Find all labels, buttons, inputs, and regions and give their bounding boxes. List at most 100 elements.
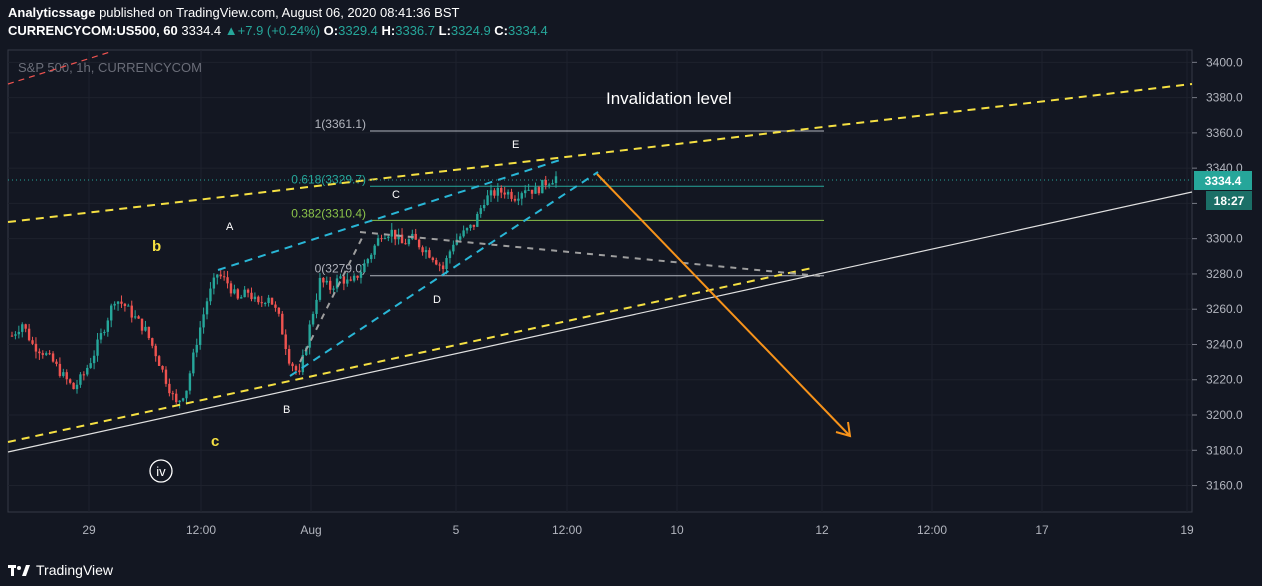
candle-body[interactable] [236, 289, 240, 299]
candle-body[interactable] [547, 184, 551, 186]
candle-body[interactable] [243, 289, 246, 298]
candle-body[interactable] [68, 379, 72, 383]
candle-body[interactable] [233, 289, 236, 294]
fib-level-label[interactable]: 0(3279.0) [315, 262, 366, 276]
candle-body[interactable] [260, 302, 263, 304]
candle-body[interactable] [45, 353, 48, 355]
candle-body[interactable] [240, 297, 243, 299]
candle-body[interactable] [489, 190, 493, 196]
candle-body[interactable] [400, 234, 404, 244]
candle-body[interactable] [517, 198, 520, 201]
candle-body[interactable] [298, 370, 301, 373]
candle-body[interactable] [404, 243, 407, 245]
invalidation-label[interactable]: Invalidation level [606, 89, 732, 108]
projection-dash-line[interactable] [359, 231, 821, 277]
candle-body[interactable] [435, 260, 438, 265]
candle-body[interactable] [72, 382, 75, 390]
candle-body[interactable] [308, 324, 311, 348]
candle-body[interactable] [123, 303, 127, 307]
candle-body[interactable] [212, 277, 216, 289]
candle-body[interactable] [486, 195, 489, 205]
candle-body[interactable] [465, 228, 469, 231]
candle-body[interactable] [270, 297, 274, 305]
lower-channel-line[interactable] [7, 267, 813, 443]
candle-body[interactable] [441, 265, 445, 270]
candle-body[interactable] [24, 324, 27, 329]
candle-body[interactable] [106, 320, 109, 332]
candle-body[interactable] [407, 239, 411, 245]
candle-body[interactable] [51, 353, 55, 362]
candle-body[interactable] [48, 353, 51, 355]
candle-body[interactable] [144, 326, 147, 331]
candle-body[interactable] [544, 179, 547, 186]
candle-body[interactable] [513, 198, 517, 201]
wave-b-label[interactable]: B [283, 404, 290, 416]
candle-body[interactable] [496, 187, 500, 196]
candle-body[interactable] [10, 335, 14, 337]
candle-body[interactable] [246, 289, 250, 293]
candle-body[interactable] [86, 367, 89, 375]
candle-body[interactable] [164, 369, 168, 384]
candle-body[interactable] [414, 233, 417, 240]
candle-body[interactable] [376, 238, 380, 246]
candle-body[interactable] [510, 191, 513, 199]
candle-body[interactable] [161, 365, 164, 370]
candle-body[interactable] [328, 280, 332, 290]
candle-body[interactable] [151, 338, 154, 346]
candle-body[interactable] [311, 313, 315, 325]
candle-body[interactable] [493, 190, 496, 196]
candle-body[interactable] [335, 278, 339, 289]
candle-body[interactable] [277, 307, 281, 314]
candle-body[interactable] [27, 328, 31, 341]
candle-body[interactable] [157, 356, 161, 366]
fib-retracement[interactable]: 1(3361.1)0.618(3329.7)0.382(3310.4)0(327… [291, 117, 824, 277]
candle-body[interactable] [383, 238, 387, 240]
symbol-name[interactable]: CURRENCYCOM:US500, 60 [8, 23, 178, 38]
candle-body[interactable] [154, 345, 157, 357]
candle-body[interactable] [527, 189, 530, 191]
candle-body[interactable] [168, 383, 171, 394]
candle-body[interactable] [469, 224, 472, 229]
candle-body[interactable] [188, 373, 192, 391]
wave-b-minor-label[interactable]: b [152, 238, 161, 255]
support-line[interactable] [7, 191, 1193, 453]
brand-name[interactable]: TradingView [36, 562, 114, 578]
candle-body[interactable] [452, 244, 455, 252]
candle-body[interactable] [219, 274, 222, 277]
candle-body[interactable] [226, 277, 229, 284]
wave-a-label[interactable]: A [226, 221, 234, 233]
candle-body[interactable] [448, 251, 452, 259]
candle-body[interactable] [198, 327, 202, 345]
candle-body[interactable] [349, 279, 352, 281]
candle-body[interactable] [551, 183, 554, 185]
candle-body[interactable] [431, 257, 435, 261]
wave-c-minor-label[interactable]: c [211, 433, 219, 450]
candle-body[interactable] [99, 333, 103, 340]
wedge-upper-line[interactable] [217, 159, 561, 271]
candle-body[interactable] [113, 303, 116, 306]
candle-body[interactable] [373, 245, 376, 255]
candle-body[interactable] [257, 296, 260, 303]
wave-iv-label[interactable]: iv [156, 464, 166, 479]
candle-body[interactable] [133, 316, 137, 318]
author-name[interactable]: Analyticssage [8, 5, 96, 20]
candle-body[interactable] [120, 301, 123, 304]
candle-body[interactable] [181, 398, 185, 401]
candle-body[interactable] [537, 187, 541, 194]
fib-level-label[interactable]: 1(3361.1) [315, 117, 366, 131]
candle-body[interactable] [75, 384, 79, 390]
candle-body[interactable] [506, 191, 510, 195]
candle-body[interactable] [222, 276, 226, 278]
candle-body[interactable] [250, 292, 253, 300]
candle-body[interactable] [445, 258, 448, 270]
candle-body[interactable] [116, 301, 120, 304]
candle-body[interactable] [96, 339, 99, 356]
resistance-line[interactable] [7, 51, 111, 85]
candle-body[interactable] [346, 279, 349, 284]
candle-body[interactable] [359, 272, 363, 278]
candle-body[interactable] [325, 280, 328, 283]
candle-body[interactable] [110, 305, 113, 321]
candle-body[interactable] [178, 400, 181, 403]
time-axis[interactable]: 29 12:00 Aug 5 12:00 10 12 12:00 17 19 [82, 523, 1194, 537]
